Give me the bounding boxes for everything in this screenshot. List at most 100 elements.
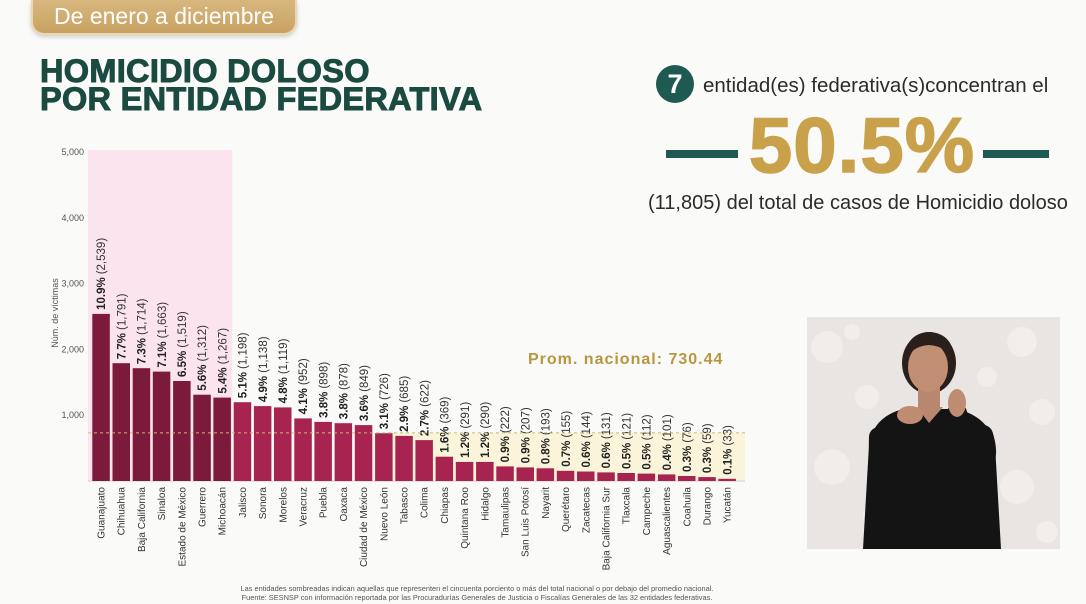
bar-chihuahua [112, 363, 130, 481]
count-label: (121) [621, 413, 633, 440]
count-label: (1,119) [278, 338, 290, 374]
count-label: (878) [339, 363, 351, 390]
bar-nayarit [536, 468, 555, 481]
percent-label: 7.1% [157, 341, 169, 367]
category-label-sinaloa: Sinaloa [157, 487, 168, 521]
percent-label: 0.9% [500, 436, 512, 462]
count-label: (112) [642, 414, 654, 440]
value-label-estado-de-mexico: 6.5% (1,519) [177, 311, 189, 377]
entity-concentration-text: entidad(es) federativa(s)concentran el [703, 74, 1049, 97]
category-label-baja-california: Baja California [137, 487, 148, 552]
bar-tlaxcala [617, 473, 635, 481]
percent-label: 4.9% [258, 376, 270, 402]
value-label-jalisco: 5.1% (1,198) [238, 332, 250, 398]
average-label: Prom. nacional: 730.44 [528, 351, 723, 368]
percent-label: 3.6% [359, 395, 371, 421]
count-label: (101) [662, 414, 674, 441]
bar-queretaro [556, 470, 575, 481]
category-label-tamaulipas: Tamaulipas [501, 487, 512, 538]
y-tick-label: 2,000 [61, 344, 84, 354]
homicide-bar-chart: 1,000 2,000 3,000 4,000 5,000 Núm. de víctima… [50, 147, 745, 570]
count-label: (369) [440, 396, 452, 423]
category-label-quintana-roo: Quintana Roo [460, 487, 471, 549]
share-percentage: 50.5% [748, 101, 976, 189]
bar-nuevo-leon [375, 433, 393, 481]
period-tab: De enero a diciembre [31, 0, 297, 35]
page-title: HOMICIDIO DOLOSO POR ENTIDAD FEDERATIVA [39, 53, 482, 116]
count-label: (1,267) [217, 328, 229, 365]
percent-label: 0.4% [662, 444, 674, 470]
value-label-tabasco: 2.9% (685) [399, 376, 411, 432]
category-label-queretaro: Querétaro [561, 487, 572, 532]
right-dash-decoration [983, 150, 1049, 158]
bar-zacatecas [577, 471, 595, 481]
count-label: (291) [460, 402, 472, 429]
category-label-ciudad-de-mexico: Ciudad de México [359, 487, 370, 567]
value-label-nuevo-leon: 3.1% (726) [379, 373, 391, 429]
percent-label: 0.6% [581, 441, 593, 467]
percent-label: 0.3% [702, 447, 714, 473]
category-label-coahuila: Coahuila [682, 487, 693, 527]
value-label-tamaulipas: 0.9% (222) [500, 406, 512, 462]
bar-yucatan [718, 478, 736, 481]
count-label: (2,539) [96, 238, 108, 275]
value-label-michoacan: 5.4% (1,267) [217, 328, 229, 394]
category-label-baja-california-sur: Baja California Sur [602, 486, 613, 570]
percent-label: 0.6% [601, 442, 613, 468]
percent-label: 10.9% [96, 277, 108, 310]
value-label-guanajuato: 10.9% (2,539) [96, 238, 108, 310]
count-label: (193) [541, 408, 553, 435]
value-label-san-luis-potosi: 0.9% (207) [520, 407, 532, 463]
percent-label: 6.5% [177, 351, 189, 377]
percent-label: 0.8% [541, 438, 553, 464]
count-label: (898) [318, 362, 330, 389]
percent-label: 2.9% [399, 406, 411, 432]
percent-label: 2.7% [419, 410, 431, 436]
count-label: (622) [419, 380, 431, 407]
category-label-estado-de-mexico: Estado de México [177, 487, 188, 567]
category-label-colima: Colima [420, 487, 431, 519]
bar-estado-de-mexico [173, 381, 191, 481]
percent-label: 7.7% [116, 333, 128, 359]
value-label-coahuila: 0.3%(76) [682, 422, 694, 472]
category-label-michoacan: Michoacán [218, 487, 229, 535]
value-label-colima: 2.7% (622) [419, 380, 431, 436]
value-label-oaxaca: 3.8% (878) [339, 363, 351, 419]
bar-sinaloa [152, 371, 171, 481]
bar-coahuila [678, 476, 696, 481]
bar-hidalgo [476, 461, 494, 481]
count-label: (1,519) [177, 311, 189, 348]
percent-label: 7.3% [137, 338, 149, 364]
bar-michoacan [213, 397, 231, 481]
category-label-tlaxcala: Tlaxcala [622, 487, 633, 525]
title-line-1: HOMICIDIO DOLOSO [39, 53, 370, 89]
count-label: (685) [399, 376, 411, 403]
bar-jalisco [233, 402, 252, 481]
percent-label: 1.2% [460, 432, 472, 458]
value-label-durango: 0.3% (59) [702, 423, 714, 473]
value-label-baja-california: 7.3% (1,714) [137, 298, 149, 364]
bar-ciudad-de-mexico [354, 425, 373, 481]
category-label-oaxaca: Oaxaca [339, 487, 350, 522]
bar-quintana-roo [455, 461, 474, 481]
value-label-queretaro: 0.7% (155) [561, 411, 573, 467]
bar-durango [698, 477, 716, 481]
bar-campeche [637, 473, 656, 481]
percent-label: 5.1% [238, 372, 250, 398]
value-label-nayarit: 0.8% (193) [541, 408, 553, 464]
value-label-veracruz: 4.1% (952) [298, 358, 310, 414]
category-label-hidalgo: Hidalgo [480, 487, 491, 521]
category-label-aguascalientes: Aguascalientes [662, 487, 673, 555]
count-label: (952) [298, 358, 310, 385]
category-label-tabasco: Tabasco [400, 487, 411, 525]
category-label-puebla: Puebla [319, 487, 330, 519]
percent-label: 5.6% [197, 364, 209, 390]
count-label: (726) [379, 373, 391, 400]
category-label-chihuahua: Chihuahua [117, 487, 128, 536]
percent-label: 1.2% [480, 432, 492, 458]
category-label-durango: Durango [703, 487, 714, 526]
bar-guanajuato [92, 313, 110, 481]
share-detail-text: (11,805) del total de casos de Homicidio… [648, 192, 1068, 214]
bar-puebla [314, 421, 332, 481]
count-label: (131) [601, 412, 613, 439]
